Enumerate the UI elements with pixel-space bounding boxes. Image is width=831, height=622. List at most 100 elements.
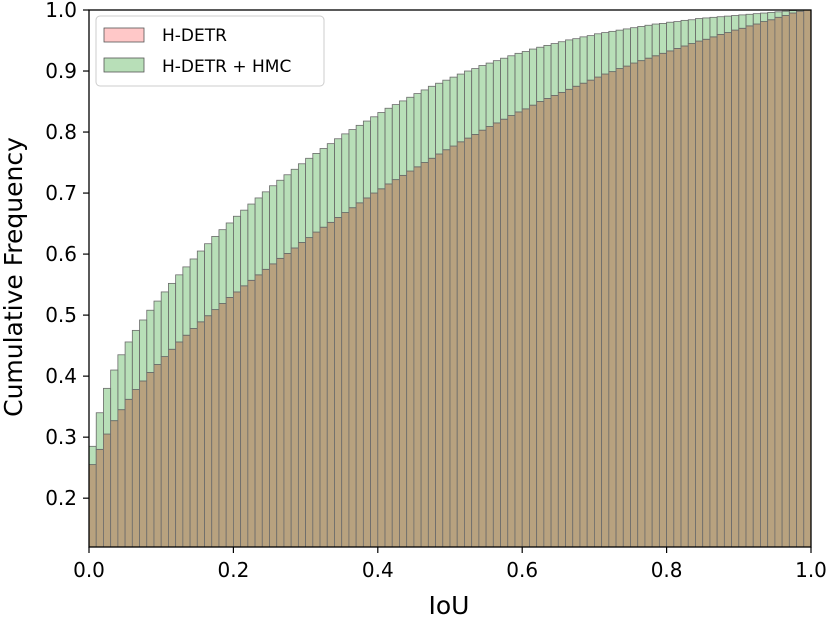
bar-overlap	[760, 21, 769, 548]
bar-h-detr-hmc	[413, 93, 422, 168]
bar-overlap	[702, 38, 711, 548]
bar-overlap	[666, 50, 675, 548]
bar-h-detr-hmc	[276, 179, 285, 259]
x-tick-label: 0.2	[217, 558, 249, 582]
bar-h-detr-hmc	[95, 412, 104, 450]
legend-label-h-detr: H-DETR	[162, 26, 227, 46]
bar-overlap	[247, 279, 256, 548]
x-tick-label: 0.6	[506, 558, 538, 582]
bar-h-detr-hmc	[103, 387, 112, 435]
bar-overlap	[637, 60, 646, 548]
bar-overlap	[644, 57, 653, 548]
legend-label-h-detr-hmc: H-DETR + HMC	[162, 57, 291, 77]
bar-overlap	[103, 433, 112, 548]
bar-h-detr-hmc	[471, 68, 480, 135]
y-tick-label: 0.7	[45, 181, 77, 205]
bar-h-detr-hmc	[348, 129, 357, 209]
x-axis-label: IoU	[429, 591, 470, 620]
legend: H-DETR H-DETR + HMC	[95, 15, 325, 87]
bar-h-detr-hmc	[319, 148, 328, 228]
bar-h-detr-hmc	[543, 44, 552, 99]
bar-h-detr-hmc	[370, 116, 379, 194]
bar-overlap	[290, 247, 299, 548]
bar-overlap	[630, 62, 639, 548]
bar-h-detr-hmc	[435, 82, 444, 155]
bar-overlap	[658, 52, 668, 548]
bar-h-detr-hmc	[391, 104, 400, 181]
bar-overlap	[269, 263, 278, 548]
y-tick-label: 0.9	[45, 59, 77, 83]
bar-overlap	[565, 88, 574, 548]
bar-overlap	[615, 68, 624, 548]
bar-h-detr-hmc	[196, 250, 205, 323]
bar-h-detr-hmc	[456, 73, 465, 143]
bar-h-detr-hmc	[218, 229, 227, 304]
y-tick-label: 1.0	[45, 0, 77, 22]
bar-h-detr-hmc	[399, 100, 408, 176]
bar-h-detr-hmc	[774, 11, 783, 18]
bar-overlap	[326, 221, 335, 548]
bar-h-detr-hmc	[500, 57, 509, 120]
legend-frame	[95, 15, 325, 87]
y-tick-label: 0.3	[45, 425, 77, 449]
bar-h-detr-hmc	[449, 76, 458, 147]
bar-h-detr-hmc	[160, 291, 169, 358]
bar-overlap	[153, 364, 162, 548]
bar-h-detr-hmc	[716, 16, 725, 35]
bar-h-detr-hmc	[752, 13, 761, 25]
bar-h-detr-hmc	[189, 258, 198, 329]
bar-overlap	[716, 34, 725, 548]
bar-h-detr-hmc	[536, 46, 545, 102]
bar-h-detr-hmc	[312, 153, 321, 233]
bar-h-detr-hmc	[124, 341, 133, 400]
bar-overlap	[211, 309, 220, 548]
bar-overlap	[738, 27, 747, 548]
bar-h-detr-hmc	[615, 29, 624, 69]
bar-h-detr-hmc	[788, 10, 797, 14]
bar-h-detr-hmc	[117, 354, 126, 411]
y-tick-label: 0.2	[45, 486, 77, 510]
x-tick-label: 0.4	[362, 558, 394, 582]
bar-overlap	[204, 315, 213, 548]
bar-h-detr-hmc	[637, 26, 646, 62]
bar-overlap	[334, 217, 343, 548]
x-tick-label: 0.8	[651, 558, 683, 582]
bar-overlap	[529, 104, 538, 548]
bar-h-detr-hmc	[709, 16, 718, 38]
bar-overlap	[767, 19, 776, 548]
bar-overlap	[442, 149, 451, 548]
bar-overlap	[232, 291, 242, 548]
bar-overlap	[420, 162, 429, 548]
bar-h-detr-hmc	[362, 120, 371, 199]
bar-h-detr-hmc	[427, 85, 436, 159]
bar-overlap	[586, 79, 595, 548]
bar-overlap	[478, 129, 487, 548]
bar-overlap	[406, 170, 415, 548]
bar-overlap	[796, 10, 805, 548]
bar-h-detr-hmc	[88, 445, 97, 466]
bars-layer	[88, 9, 812, 548]
bar-overlap	[160, 356, 169, 548]
bar-h-detr-hmc	[781, 10, 790, 16]
bar-h-detr-hmc	[492, 60, 501, 124]
bar-overlap	[464, 137, 473, 548]
bar-h-detr-hmc	[738, 14, 747, 29]
ticks-layer: 0.0 0.2 0.4 0.6 0.8 1.0 0.2 0.3 0.4 0.5 0.6 0.7 0.8 0…	[45, 0, 827, 582]
bar-overlap	[427, 157, 436, 548]
bar-overlap	[572, 85, 581, 548]
bar-h-detr-hmc	[334, 138, 343, 218]
bar-h-detr-hmc	[601, 32, 610, 75]
bar-h-detr-hmc	[290, 168, 299, 249]
bar-overlap	[471, 134, 480, 548]
bar-overlap	[168, 348, 177, 548]
bar-h-detr-hmc	[572, 38, 581, 87]
bar-overlap	[752, 23, 761, 548]
bar-h-detr-hmc	[579, 36, 588, 84]
bar-overlap	[449, 145, 458, 548]
bar-overlap	[95, 448, 104, 548]
bar-overlap	[384, 183, 393, 548]
x-tick-label: 0.0	[73, 558, 105, 582]
bar-h-detr-hmc	[406, 96, 415, 172]
bar-overlap	[709, 36, 718, 548]
